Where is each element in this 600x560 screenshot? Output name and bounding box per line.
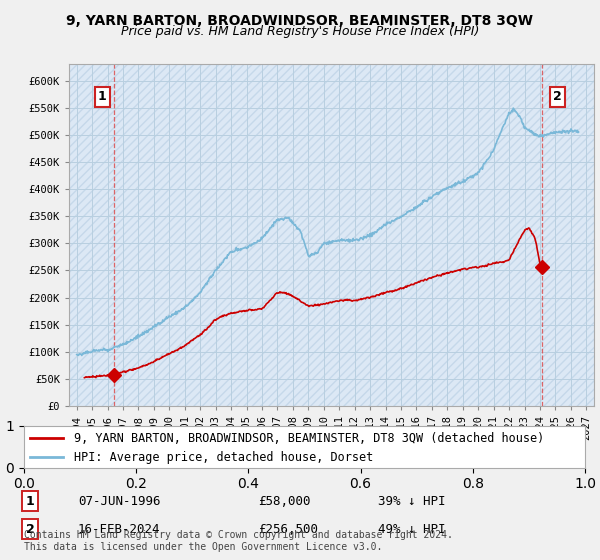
Text: £256,500: £256,500: [258, 522, 318, 536]
Text: 16-FEB-2024: 16-FEB-2024: [78, 522, 161, 536]
Text: 49% ↓ HPI: 49% ↓ HPI: [378, 522, 445, 536]
Text: 1: 1: [98, 90, 106, 104]
Text: 07-JUN-1996: 07-JUN-1996: [78, 494, 161, 508]
Text: 1: 1: [26, 494, 34, 508]
Text: Price paid vs. HM Land Registry's House Price Index (HPI): Price paid vs. HM Land Registry's House …: [121, 25, 479, 38]
Text: 39% ↓ HPI: 39% ↓ HPI: [378, 494, 445, 508]
Text: £58,000: £58,000: [258, 494, 311, 508]
Text: 2: 2: [26, 522, 34, 536]
Text: 9, YARN BARTON, BROADWINDSOR, BEAMINSTER, DT8 3QW: 9, YARN BARTON, BROADWINDSOR, BEAMINSTER…: [67, 14, 533, 28]
Text: Contains HM Land Registry data © Crown copyright and database right 2024.
This d: Contains HM Land Registry data © Crown c…: [24, 530, 453, 552]
Text: 9, YARN BARTON, BROADWINDSOR, BEAMINSTER, DT8 3QW (detached house): 9, YARN BARTON, BROADWINDSOR, BEAMINSTER…: [74, 432, 545, 445]
Text: HPI: Average price, detached house, Dorset: HPI: Average price, detached house, Dors…: [74, 451, 374, 464]
Text: 2: 2: [553, 90, 562, 104]
